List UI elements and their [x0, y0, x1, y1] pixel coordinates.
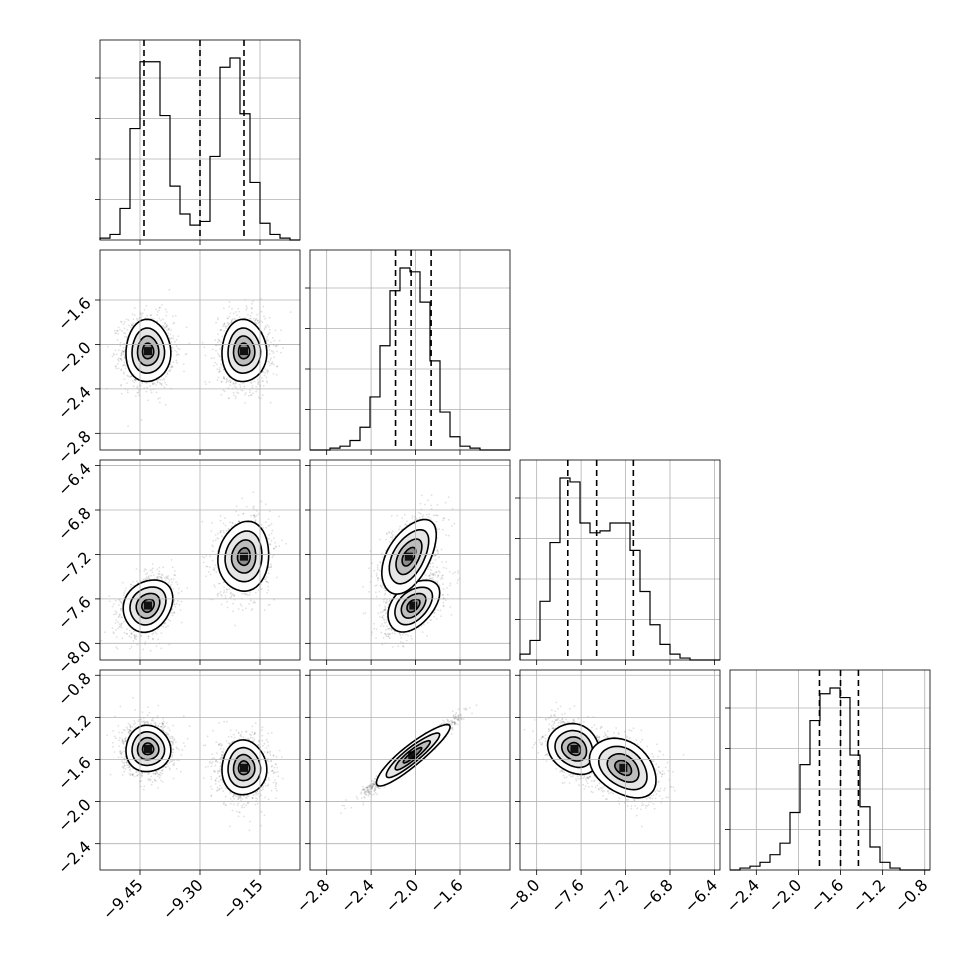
contour-line [217, 520, 270, 593]
x-tick-label: −2.4 [722, 875, 763, 916]
y-tick-label: −1.6 [54, 753, 95, 794]
panel-frame [519, 669, 721, 871]
y-tick-label: −7.6 [54, 592, 95, 633]
contour-line [141, 742, 155, 756]
y-tick-label: −1.2 [54, 711, 95, 752]
contour-line [395, 538, 423, 576]
density-peak [240, 763, 248, 772]
scatter-panel-3-1 [340, 704, 478, 815]
density-peak [409, 601, 418, 610]
y-tick-label: −2.0 [54, 338, 95, 379]
contour-line [375, 723, 451, 787]
contour-line [129, 586, 167, 626]
x-tick-label: −8.0 [503, 875, 544, 916]
contour-line [136, 736, 160, 761]
x-tick-label: −1.6 [426, 875, 467, 916]
y-tick-label: −6.4 [54, 459, 95, 500]
contour-line [388, 529, 430, 585]
panel-frame [729, 669, 931, 871]
density-peak [144, 601, 152, 610]
contour-line [125, 318, 172, 383]
x-tick-label: −2.0 [764, 875, 805, 916]
y-tick-label: −7.2 [54, 548, 95, 589]
scatter-panel-2-1 [362, 494, 461, 648]
x-tick-label: −9.45 [99, 875, 147, 923]
x-tick-label: −9.15 [219, 875, 267, 923]
histogram-p3 [730, 687, 930, 871]
y-tick-label: −1.6 [54, 293, 95, 334]
contour-line [221, 318, 268, 383]
x-tick-label: −1.6 [806, 875, 847, 916]
contour-line [606, 753, 640, 783]
contour-line [597, 745, 648, 791]
scatter-panel-1-0 [105, 288, 292, 427]
y-tick-label: −8.0 [54, 637, 95, 678]
x-tick-label: −6.4 [680, 875, 721, 916]
contour-line [227, 327, 262, 375]
density-peak [619, 763, 628, 772]
contour-line [122, 579, 174, 634]
y-tick-label: −2.4 [54, 382, 95, 423]
scatter-panel-3-2 [523, 701, 685, 828]
contour-line [380, 518, 438, 595]
contour-line [546, 722, 601, 776]
density-peak [144, 744, 152, 753]
scatter-panel-3-0 [106, 696, 284, 832]
contour-line [385, 732, 441, 779]
contour-line [236, 546, 252, 567]
density-peak [240, 552, 248, 561]
y-tick-label: −2.0 [54, 795, 95, 836]
contour-line [224, 530, 263, 583]
contour-line [131, 731, 166, 767]
panel-frame [309, 459, 511, 661]
contour-line [141, 598, 155, 613]
panel-frame [519, 459, 721, 661]
contour-line [554, 729, 594, 769]
y-tick-label: −6.8 [54, 503, 95, 544]
density-peak [408, 751, 417, 760]
x-tick-label: −2.4 [337, 875, 378, 916]
contour-line [613, 759, 633, 777]
contour-line [136, 335, 160, 367]
x-tick-label: −0.8 [891, 875, 932, 916]
contour-line [221, 739, 268, 796]
x-tick-label: −2.0 [381, 875, 422, 916]
density-peak [240, 347, 248, 356]
contour-line [400, 592, 427, 619]
contour-line [566, 741, 582, 757]
contour-line [227, 746, 262, 789]
density-peak [570, 744, 579, 753]
density-peak [144, 347, 152, 356]
x-tick-label: −7.6 [547, 875, 588, 916]
y-tick-label: −0.8 [54, 669, 95, 710]
density-peak [404, 552, 413, 561]
contour-line [237, 760, 251, 776]
y-tick-label: −2.4 [54, 837, 95, 878]
x-tick-label: −7.2 [591, 875, 632, 916]
contour-line [232, 335, 256, 367]
panel-frame [309, 669, 511, 871]
contour-line [394, 586, 434, 626]
histogram-p2 [519, 477, 720, 661]
contour-line [406, 598, 421, 613]
contour-line [125, 724, 172, 773]
contour-line [394, 739, 431, 771]
x-tick-label: −2.8 [293, 875, 334, 916]
x-tick-label: −1.2 [849, 875, 890, 916]
contour-line [560, 736, 588, 762]
x-tick-label: −6.8 [636, 875, 677, 916]
histogram-p1 [310, 267, 510, 451]
y-tick-label: −2.8 [54, 427, 95, 468]
contour-line [232, 753, 256, 782]
contour-line [131, 327, 166, 375]
contour-line [230, 539, 257, 574]
scatter-panel-2-0 [100, 491, 287, 652]
panel-frame [309, 249, 511, 451]
x-tick-label: −9.30 [159, 875, 207, 923]
